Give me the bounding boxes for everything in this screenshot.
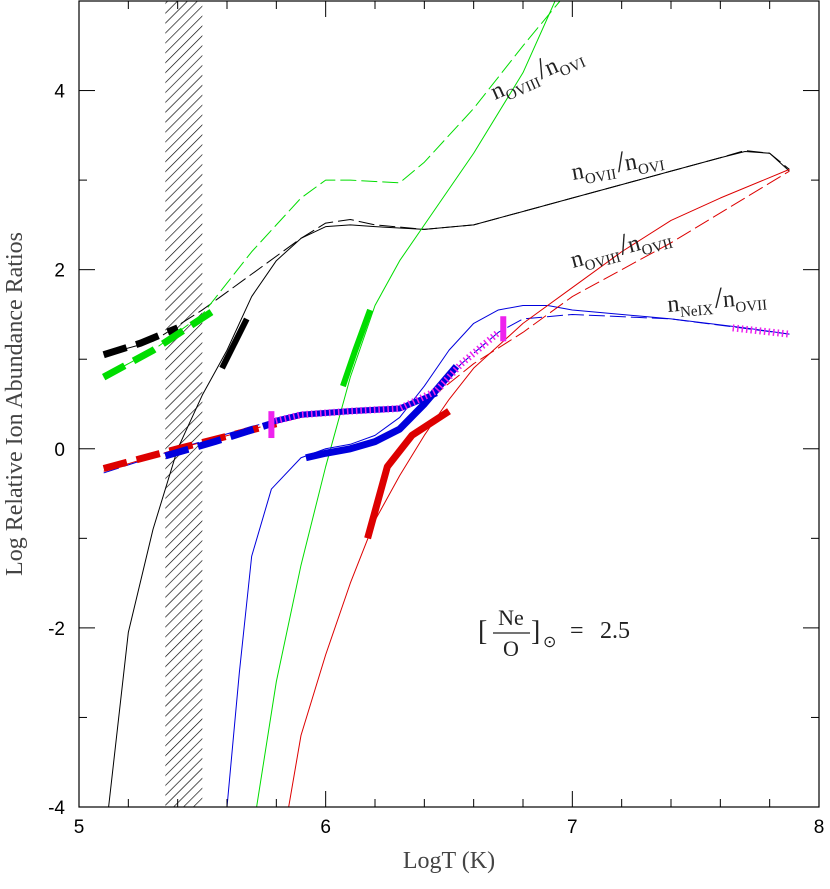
series-line (219, 317, 250, 370)
series-line (305, 364, 460, 462)
series-line (108, 150, 790, 807)
series-line (164, 420, 273, 460)
plot-frame (78, 0, 820, 808)
series-line (226, 304, 790, 807)
formula-denominator: O (503, 636, 519, 661)
annotation-text: n (722, 286, 736, 313)
series-line (256, 1, 556, 807)
annotation-text: n (623, 149, 639, 177)
series-line (340, 308, 373, 388)
series-line (103, 150, 790, 356)
annotation-subscript: OVII (584, 167, 618, 188)
series-line (101, 307, 217, 381)
y-tick-label: 2 (54, 261, 65, 282)
x-axis-label: LogT (K) (403, 848, 495, 874)
series-line (103, 313, 790, 474)
y-axis-label: Log Relative Ion Abundance Ratios (2, 232, 28, 576)
annotation-subscript: OVI (557, 55, 588, 80)
formula-equals: = (570, 618, 584, 644)
x-tick-label: 8 (814, 817, 825, 838)
x-tick-label: 7 (567, 817, 578, 838)
annotation-subscript: NeIX (679, 302, 714, 321)
x-tick-label: 5 (74, 817, 85, 838)
annotation-subscript: OVIII (504, 75, 544, 105)
formula-value: 2.5 (600, 618, 630, 644)
series-line (288, 168, 790, 807)
plot-area (101, 1, 790, 807)
annotation: nOVII/nOVI (568, 138, 666, 190)
annotation-subscript: OVII (640, 236, 675, 260)
series-line (364, 408, 451, 540)
annotation: nNeIX/nOVII (666, 277, 768, 322)
annotation: nOVIII/nOVII (566, 216, 674, 277)
formula-bracket: [ (478, 616, 487, 647)
y-tick-label: 0 (54, 440, 65, 461)
annotation-subscript: OVIII (583, 250, 623, 275)
annotation: nOVIII/nOVI (484, 37, 588, 110)
annotation-subscript: OVI (637, 158, 666, 178)
formula-numerator: Ne (498, 605, 524, 630)
y-tick-label: -2 (48, 619, 65, 640)
formula-bracket: ] (531, 616, 540, 647)
series-line (270, 390, 438, 425)
annotation-text: n (666, 291, 680, 318)
y-tick-label: -4 (48, 798, 65, 819)
series-line (732, 324, 790, 338)
y-tick-label: 4 (54, 82, 65, 103)
formula-subscript: ⊙ (543, 634, 556, 651)
annotation-text: n (570, 158, 586, 186)
shaded-region (165, 1, 203, 807)
annotation-text: / (713, 281, 725, 315)
x-tick-label: 6 (320, 817, 331, 838)
annotation-subscript: OVII (735, 297, 768, 316)
series-line (102, 324, 179, 359)
